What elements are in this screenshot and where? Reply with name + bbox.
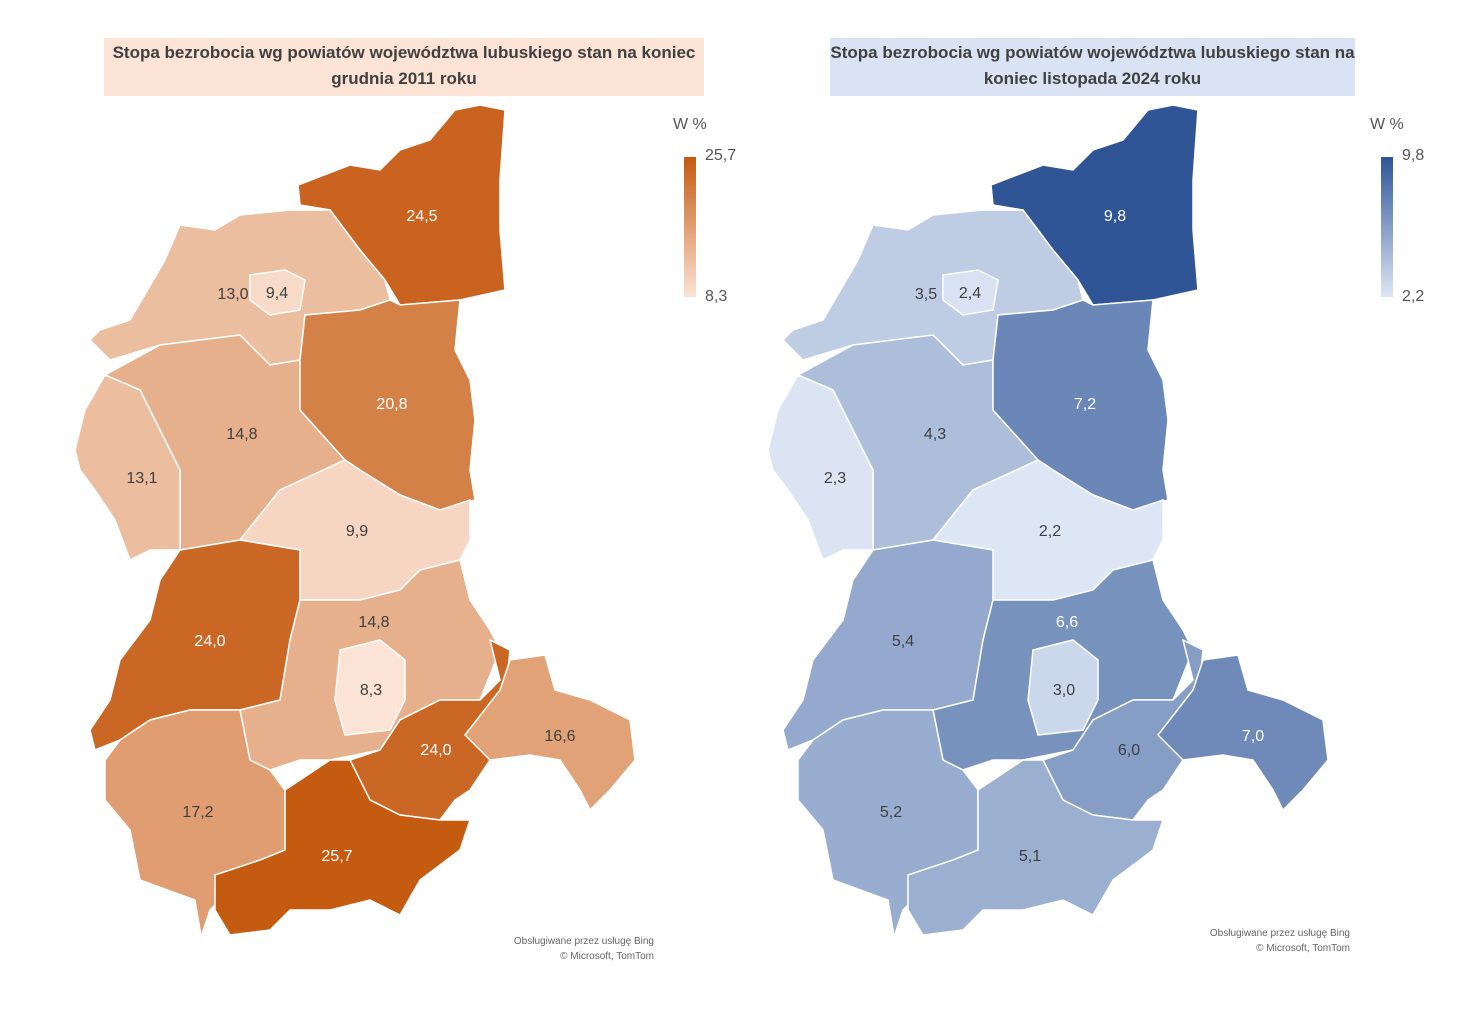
county-region[interactable] bbox=[334, 639, 406, 736]
credit-line: © Microsoft, TomTom bbox=[560, 951, 654, 962]
county-value-label: 5,4 bbox=[892, 633, 914, 650]
county-region[interactable] bbox=[74, 374, 181, 562]
county-value-label: 5,1 bbox=[1019, 848, 1041, 865]
legend-gradient-2011 bbox=[684, 157, 696, 297]
county-value-label: 9,9 bbox=[346, 523, 368, 540]
credit-line: © Microsoft, TomTom bbox=[1256, 943, 1350, 954]
credit-line: Obsługiwane przez usługę Bing bbox=[1209, 928, 1350, 939]
county-region[interactable] bbox=[1157, 654, 1329, 812]
county-region[interactable] bbox=[249, 269, 306, 316]
county-value-label: 7,2 bbox=[1074, 396, 1096, 413]
county-value-label: 7,0 bbox=[1242, 728, 1264, 745]
county-region[interactable] bbox=[992, 299, 1169, 511]
county-value-label: 6,0 bbox=[1118, 742, 1140, 759]
county-region[interactable] bbox=[299, 299, 476, 511]
legend-max-2011: 25,7 bbox=[705, 147, 737, 164]
map-2024: 9,8 3,5 2,4 4,3 2,3 7,2 2,2 5,4 6,6 3,0 6,0 7,0 5,2 5… bbox=[767, 104, 1329, 961]
map-credit-2011: Obsługiwane przez usługę Bing © Microsof… bbox=[454, 934, 654, 964]
county-region[interactable] bbox=[1027, 639, 1099, 736]
county-region[interactable] bbox=[907, 759, 1165, 936]
county-value-label: 20,8 bbox=[376, 396, 407, 413]
legend-max-2024: 9,8 bbox=[1402, 147, 1425, 164]
county-region[interactable] bbox=[214, 759, 472, 936]
legend-min-2024: 2,2 bbox=[1402, 288, 1425, 305]
county-value-label: 2,3 bbox=[824, 470, 846, 487]
county-region[interactable] bbox=[942, 269, 999, 316]
county-region[interactable] bbox=[767, 374, 874, 562]
legend-gradient-2024 bbox=[1381, 157, 1393, 297]
county-value-label: 17,2 bbox=[182, 804, 213, 821]
map-credit-2024: Obsługiwane przez usługę Bing © Microsof… bbox=[1150, 926, 1350, 956]
map-title-2024: Stopa bezrobocia wg powiatów województwa… bbox=[830, 38, 1355, 96]
county-value-label: 6,6 bbox=[1056, 614, 1078, 631]
county-value-label: 13,0 bbox=[217, 286, 248, 303]
county-value-label: 25,7 bbox=[321, 848, 352, 865]
legend-unit-2011: W % bbox=[673, 116, 707, 133]
county-value-label: 3,5 bbox=[915, 286, 937, 303]
county-value-label: 2,4 bbox=[959, 285, 981, 302]
county-value-label: 9,8 bbox=[1104, 208, 1126, 225]
county-value-label: 9,4 bbox=[266, 285, 288, 302]
county-value-label: 2,2 bbox=[1039, 523, 1061, 540]
legend-min-2011: 8,3 bbox=[705, 288, 728, 305]
legend-unit-2024: W % bbox=[1370, 116, 1404, 133]
county-value-label: 24,0 bbox=[420, 742, 451, 759]
county-value-label: 8,3 bbox=[360, 682, 382, 699]
map-title-2011: Stopa bezrobocia wg powiatów województwa… bbox=[104, 38, 704, 96]
county-value-label: 4,3 bbox=[924, 426, 946, 443]
county-region[interactable] bbox=[464, 654, 636, 812]
county-value-label: 14,8 bbox=[358, 614, 389, 631]
county-value-label: 24,5 bbox=[406, 208, 437, 225]
county-value-label: 16,6 bbox=[544, 728, 575, 745]
county-value-label: 14,8 bbox=[226, 426, 257, 443]
county-value-label: 24,0 bbox=[194, 633, 225, 650]
county-value-label: 3,0 bbox=[1053, 682, 1075, 699]
county-value-label: 5,2 bbox=[880, 804, 902, 821]
county-value-label: 13,1 bbox=[126, 470, 157, 487]
map-2011: 24,5 13,0 9,4 14,8 13,1 20,8 9,9 24,0 14,8 8,3 24,… bbox=[74, 104, 636, 961]
credit-line: Obsługiwane przez usługę Bing bbox=[513, 936, 654, 947]
